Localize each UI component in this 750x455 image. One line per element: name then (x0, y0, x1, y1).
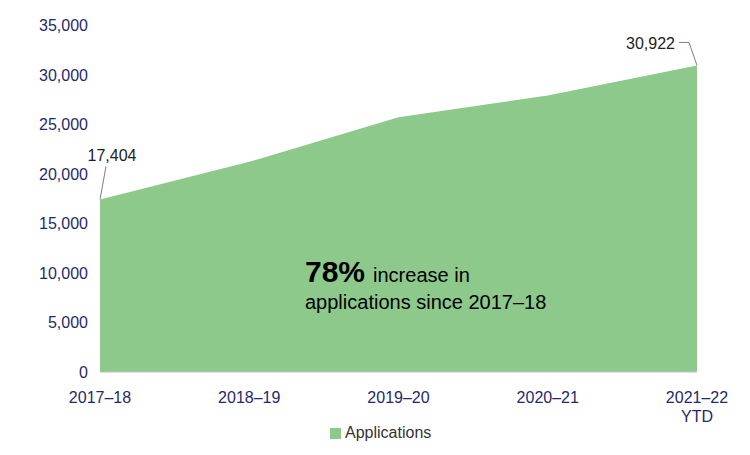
x-tick-label-line: 2020–21 (517, 389, 579, 406)
y-tick-label: 10,000 (39, 265, 88, 282)
legend-label: Applications (345, 424, 431, 441)
legend: Applications (330, 424, 431, 441)
x-tick-label-line: 2019–20 (367, 389, 429, 406)
leader-line (100, 166, 106, 199)
x-tick-label: 2021–22 YTD (666, 389, 728, 425)
x-tick-label: 2018–19 (218, 389, 280, 406)
area (100, 65, 697, 372)
annotation: applications since 2017–18 (305, 291, 546, 313)
y-tick-label: 30,000 (39, 67, 88, 84)
data-label: 30,922 (626, 35, 675, 52)
data-label: 17,404 (88, 147, 137, 164)
x-tick-label-line: 2018–19 (218, 389, 280, 406)
x-tick-label-line: 2021–22 (666, 389, 728, 406)
y-tick-label: 5,000 (48, 314, 88, 331)
annotation-emphasis: 78% (305, 255, 365, 288)
chart: 0 5,000 10,000 15,000 20,000 25,000 30,000 35,0… (0, 0, 750, 455)
leader-line (679, 42, 697, 65)
x-axis-line (100, 372, 697, 373)
legend-swatch (330, 428, 341, 439)
y-tick-label: 15,000 (39, 215, 88, 232)
y-tick-label: 35,000 (39, 17, 88, 34)
x-tick-label-line: YTD (681, 408, 713, 425)
y-tick-label: 25,000 (39, 116, 88, 133)
x-tick-label: 2020–21 (517, 389, 579, 406)
plot-area (100, 65, 697, 372)
x-tick-label: 2019–20 (367, 389, 429, 406)
annotation: increase in (373, 264, 470, 286)
y-tick-label: 0 (79, 364, 88, 381)
x-tick-label: 2017–18 (69, 389, 131, 406)
x-tick-label-line: 2017–18 (69, 389, 131, 406)
y-tick-label: 20,000 (39, 166, 88, 183)
